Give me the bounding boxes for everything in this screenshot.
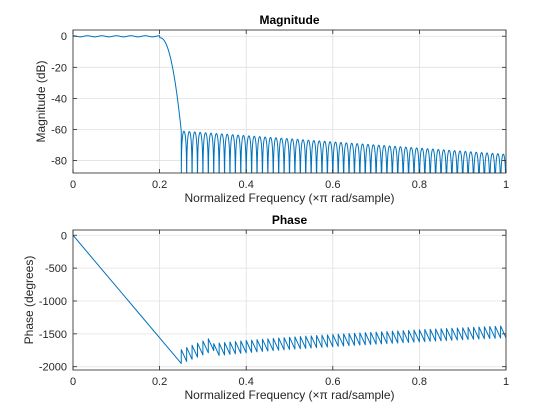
axes-box xyxy=(72,29,507,174)
y-tick-label: -40 xyxy=(51,93,67,105)
x-axis-label: Normalized Frequency (×π rad/sample) xyxy=(184,191,394,205)
x-tick-label: 0.4 xyxy=(239,376,254,388)
x-tick-label: 0.2 xyxy=(152,376,167,388)
phase-subplot: 0 0.2 0.4 0.6 0.8 1 0 -500 -1000 -1500 -2000 Phase N… xyxy=(22,213,509,402)
x-tick-label: 0.8 xyxy=(412,179,427,191)
y-tick-label: -1000 xyxy=(39,296,67,308)
x-tick-label: 1 xyxy=(503,376,509,388)
phase-series-line xyxy=(73,234,506,364)
chart-title: Magnitude xyxy=(260,13,320,27)
x-tick-label: 0 xyxy=(70,179,76,191)
y-axis-label: Magnitude (dB) xyxy=(34,60,48,142)
y-tick-label: -20 xyxy=(51,62,67,74)
x-tick-label: 0.6 xyxy=(325,376,340,388)
axes-box xyxy=(72,229,507,371)
x-tick-label: 0.6 xyxy=(325,179,340,191)
magnitude-subplot: 0 0.2 0.4 0.6 0.8 1 0 -20 -40 -60 -80 Magnitude Norm… xyxy=(34,13,509,205)
y-tick-label: -60 xyxy=(51,124,67,136)
x-axis-label: Normalized Frequency (×π rad/sample) xyxy=(184,388,394,402)
axes-background xyxy=(73,30,506,173)
x-tick-label: 0.2 xyxy=(152,179,167,191)
y-tick-label: -1500 xyxy=(39,329,67,341)
y-tick-label: -2000 xyxy=(39,362,67,374)
y-tick-label: -500 xyxy=(45,263,67,275)
y-tick-label: 0 xyxy=(61,230,67,242)
x-tick-label: 1 xyxy=(503,179,509,191)
y-tick-label: 0 xyxy=(61,31,67,43)
magnitude-series-line xyxy=(73,35,506,173)
x-tick-label: 0.8 xyxy=(412,376,427,388)
y-axis-label: Phase (degrees) xyxy=(22,256,36,345)
y-tick-label: -80 xyxy=(51,156,67,168)
x-tick-label: 0 xyxy=(70,376,76,388)
chart-title: Phase xyxy=(272,213,308,227)
x-tick-label: 0.4 xyxy=(239,179,254,191)
